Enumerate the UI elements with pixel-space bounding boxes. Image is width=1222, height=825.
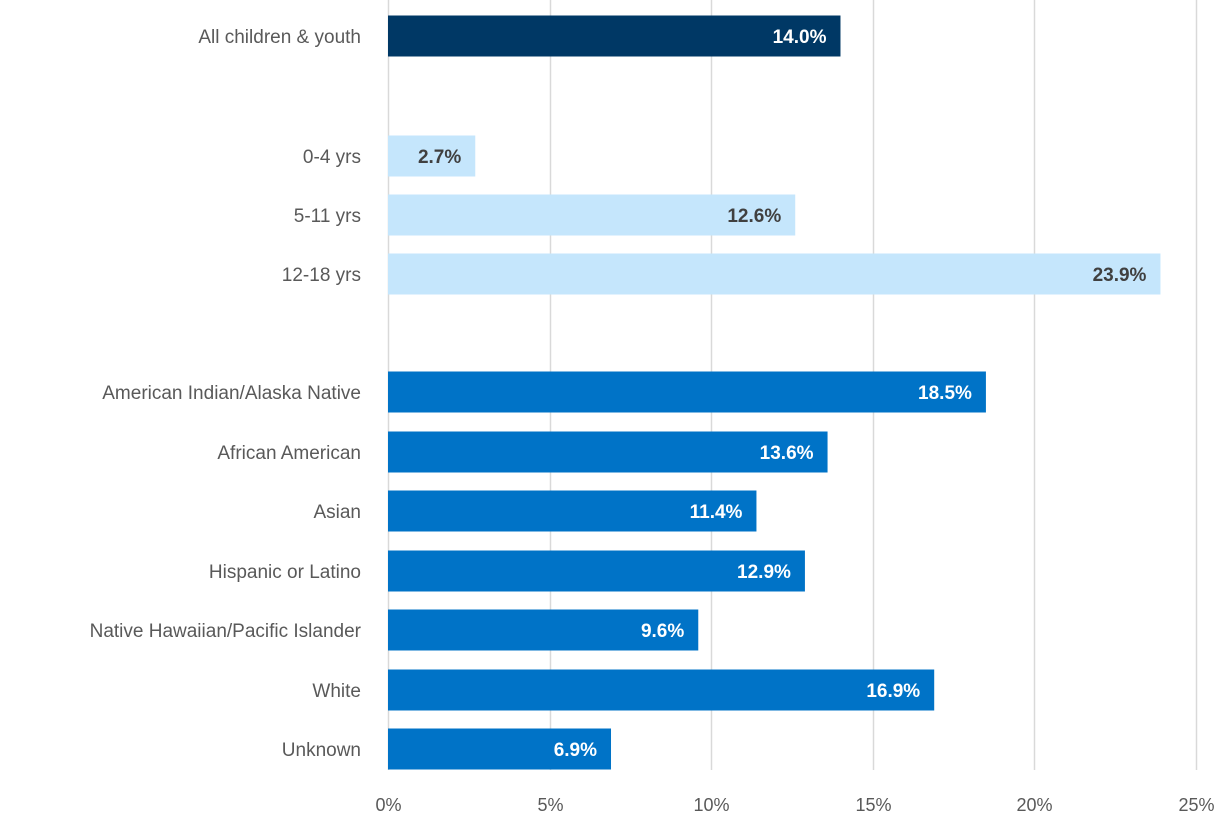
bar-value-label: 9.6% (641, 621, 684, 642)
bar-value-label: 11.4% (690, 502, 743, 523)
x-tick-label: 20% (1016, 795, 1052, 815)
bar (388, 135, 476, 177)
category-label: Unknown (282, 740, 361, 761)
bar-value-label: 12.6% (727, 206, 781, 227)
bar (388, 194, 796, 236)
bar (388, 669, 935, 711)
bar-value-label: 12.9% (737, 562, 791, 583)
category-label: American Indian/Alaska Native (102, 383, 361, 404)
bar-value-label: 16.9% (866, 681, 920, 702)
bar (388, 253, 1161, 295)
x-tick-label: 0% (375, 795, 401, 815)
bar (388, 550, 805, 592)
bar (388, 371, 986, 413)
bar (388, 728, 612, 770)
bar (388, 490, 757, 532)
bar-value-label: 6.9% (554, 740, 597, 761)
category-labels: All children & youth 0-4 yrs 5-11 yrs 12-18… (90, 27, 362, 761)
bar (388, 609, 699, 651)
bar (388, 431, 828, 473)
x-tick-label: 5% (537, 795, 563, 815)
bar-value-label: 13.6% (760, 443, 814, 464)
category-label: White (312, 681, 361, 702)
bar-value-label: 23.9% (1093, 265, 1147, 286)
category-label: 5-11 yrs (294, 206, 361, 227)
x-tick-label: 10% (693, 795, 729, 815)
bar-value-label: 18.5% (918, 383, 972, 404)
bar (388, 15, 841, 57)
category-label: 0-4 yrs (303, 147, 361, 168)
x-tick-label: 25% (1178, 795, 1214, 815)
bar-value-label: 14.0% (773, 27, 827, 48)
category-label: All children & youth (198, 27, 361, 48)
bar-layer: 14.0% 2.7% 12.6% 23.9% 18.5% 13.6% 11.4% 12.9% 9… (388, 15, 1161, 770)
category-label: 12-18 yrs (282, 265, 361, 286)
x-tick-label: 15% (855, 795, 891, 815)
category-label: Native Hawaiian/Pacific Islander (90, 621, 362, 642)
category-label: African American (217, 443, 361, 464)
bar-value-label: 2.7% (418, 147, 461, 168)
category-label: Hispanic or Latino (209, 562, 361, 583)
x-axis-ticks: 0% 5% 10% 15% 20% 25% (375, 795, 1214, 815)
category-label: Asian (313, 502, 361, 523)
